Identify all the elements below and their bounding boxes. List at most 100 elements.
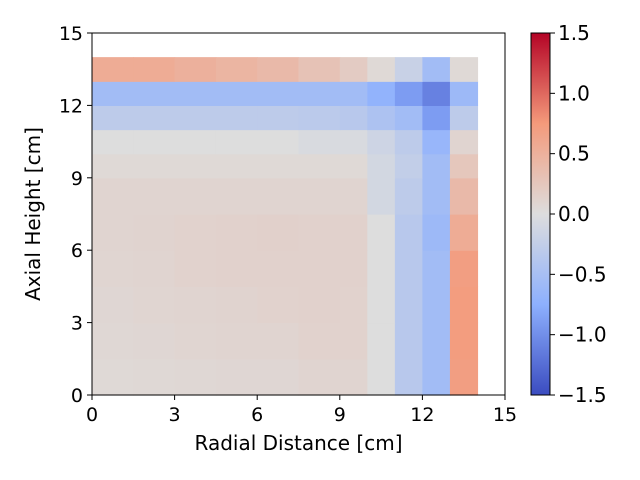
heatmap-cell [339, 153, 368, 179]
colorbar-tick-label: 0.0 [558, 202, 590, 226]
heatmap-cell [133, 129, 176, 155]
x-axis-label: Radial Distance [cm] [194, 431, 402, 455]
heatmap-cell [422, 286, 451, 324]
y-tick-label: 3 [71, 313, 83, 335]
heatmap-cell [449, 81, 479, 106]
heatmap-cell [215, 358, 258, 396]
heatmap-cell [92, 214, 134, 251]
heatmap-cell [449, 153, 479, 179]
heatmap-cell [339, 129, 368, 155]
heatmap-cells [92, 57, 479, 396]
heatmap-cell [257, 177, 300, 215]
heatmap-cell [449, 177, 479, 215]
y-tick-label: 9 [71, 168, 83, 190]
y-tick-label: 12 [59, 95, 83, 117]
heatmap-cell [92, 322, 134, 360]
heatmap-cell [394, 153, 423, 179]
heatmap-cell [339, 105, 368, 131]
heatmap-cell [298, 358, 341, 396]
heatmap-cell [394, 81, 423, 106]
heatmap-cell [92, 105, 134, 131]
heatmap-cell [298, 105, 341, 131]
heatmap-cell [174, 81, 217, 106]
heatmap-cell [92, 81, 134, 106]
heatmap-cell [422, 358, 451, 396]
heatmap-cell [298, 81, 341, 106]
colorbar-tick-label: −0.5 [558, 262, 607, 286]
plot-frame [91, 32, 506, 396]
heatmap-cell [422, 322, 451, 360]
x-tick-label: 9 [334, 404, 346, 426]
heatmap-cell [449, 286, 479, 324]
heatmap-cell [92, 286, 134, 324]
heatmap-cell [367, 358, 396, 396]
colorbar-ticks: 1.5 1.0 0.5 0.0 −0.5 −1.0 −1.5 [550, 21, 607, 407]
heatmap-cell [394, 322, 423, 360]
heatmap-cell [133, 250, 176, 287]
heatmap-cell [92, 57, 134, 82]
heatmap-cell [298, 129, 341, 155]
heatmap-cell [257, 214, 300, 251]
heatmap-cell [394, 129, 423, 155]
heatmap-cell [174, 322, 217, 360]
heatmap-cell [339, 358, 368, 396]
heatmap-cell [133, 81, 176, 106]
heatmap-cell [174, 214, 217, 251]
y-tick-label: 15 [59, 23, 83, 45]
heatmap-cell [174, 129, 217, 155]
colorbar-tick-label: −1.0 [558, 323, 607, 347]
heatmap-cell [215, 153, 258, 179]
heatmap-cell [449, 214, 479, 251]
heatmap-cell [394, 286, 423, 324]
heatmap-cell [174, 358, 217, 396]
heatmap-cell [133, 177, 176, 215]
heatmap-cell [133, 153, 176, 179]
heatmap-cell [257, 81, 300, 106]
heatmap-cell [92, 153, 134, 179]
heatmap-cell [422, 129, 451, 155]
heatmap-cell [298, 214, 341, 251]
heatmap-cell [449, 129, 479, 155]
colorbar-tick-label: 0.5 [558, 142, 590, 166]
heatmap-cell [174, 250, 217, 287]
heatmap-cell [215, 322, 258, 360]
heatmap-cell [174, 105, 217, 131]
x-tick-label: 12 [410, 404, 434, 426]
colorbar [531, 33, 550, 395]
x-tick-label: 6 [251, 404, 263, 426]
heatmap-cell [422, 214, 451, 251]
heatmap-cell [422, 81, 451, 106]
heatmap-cell [257, 250, 300, 287]
heatmap-cell [92, 129, 134, 155]
heatmap-cell [257, 57, 300, 82]
heatmap-cell [339, 250, 368, 287]
heatmap-cell [257, 286, 300, 324]
heatmap-cell [339, 177, 368, 215]
heatmap-cell [133, 105, 176, 131]
heatmap-cell [298, 322, 341, 360]
y-tick-label: 0 [71, 385, 83, 407]
heatmap-cell [394, 358, 423, 396]
heatmap-cell [92, 177, 134, 215]
heatmap-cell [133, 358, 176, 396]
heatmap-cell [367, 177, 396, 215]
heatmap-cell [257, 153, 300, 179]
heatmap-cell [449, 105, 479, 131]
heatmap-cell [394, 250, 423, 287]
heatmap-cell [394, 214, 423, 251]
heatmap-cell [422, 153, 451, 179]
x-axis-ticks: 0 3 6 9 12 15 [86, 395, 517, 426]
heatmap-cell [394, 105, 423, 131]
heatmap-cell [367, 153, 396, 179]
heatmap-cell [367, 129, 396, 155]
heatmap-cell [92, 250, 134, 287]
x-tick-label: 0 [86, 404, 98, 426]
colorbar-tick-label: 1.0 [558, 81, 590, 105]
colorbar-tick-label: 1.5 [558, 21, 590, 45]
heatmap-cell [133, 286, 176, 324]
heatmap-cell [257, 129, 300, 155]
heatmap-cell [174, 286, 217, 324]
heatmap-cell [339, 286, 368, 324]
heatmap-cell [367, 286, 396, 324]
